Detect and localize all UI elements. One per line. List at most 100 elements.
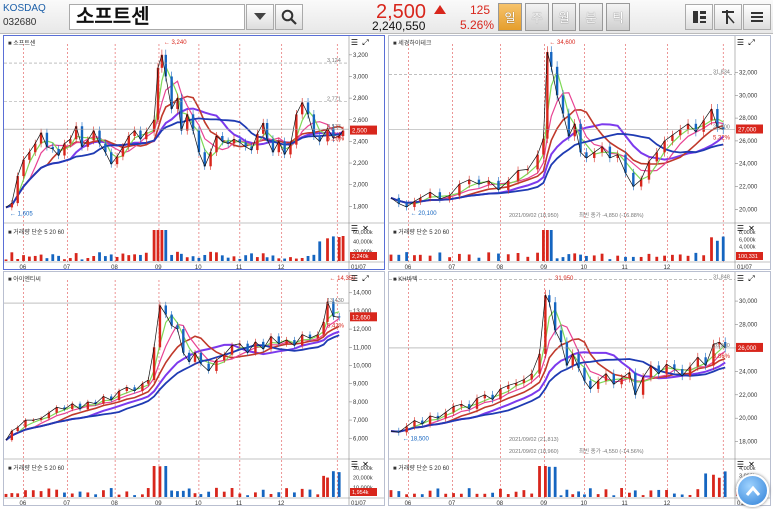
menu-icon[interactable]: ☰ — [350, 224, 359, 233]
scroll-top-button[interactable] — [736, 474, 769, 507]
volume-bar — [583, 494, 586, 497]
candle — [544, 295, 547, 354]
price-line — [5, 54, 344, 208]
candle — [94, 401, 97, 404]
volume-bar — [176, 491, 179, 497]
ma-line-long — [5, 330, 340, 441]
price-chart[interactable]: 14,000 13,000 12,000 11,000 10,000 9,000 8,000… — [4, 272, 385, 506]
expand-icon[interactable]: ⤢ — [362, 274, 369, 283]
expand-icon[interactable]: ⤢ — [748, 274, 755, 283]
candle — [326, 301, 329, 322]
volume-bar — [63, 259, 66, 261]
ma-line-short — [390, 92, 724, 204]
candle — [483, 394, 487, 399]
volume-bar — [331, 471, 335, 497]
candle — [182, 329, 185, 353]
chart-panel-4[interactable]: 30,000 28,000 26,000 24,000 22,000 20,000 18,0… — [388, 271, 771, 506]
candle — [238, 139, 242, 143]
candle — [244, 142, 247, 147]
y-tick-label: 3,000 — [353, 74, 369, 80]
candle — [421, 420, 424, 425]
menu-icon[interactable]: ☰ — [736, 224, 745, 233]
volume-bar — [238, 493, 242, 497]
menu-icon[interactable]: ☰ — [736, 274, 745, 283]
menu-icon[interactable]: ☰ — [736, 38, 745, 47]
candle — [39, 132, 43, 144]
price-chart[interactable]: 32,000 30,000 28,000 26,000 24,000 22,000 20,0… — [389, 36, 771, 270]
volume-bar — [187, 488, 191, 497]
drawing-tools-button[interactable] — [714, 4, 742, 30]
volume-bar — [530, 493, 534, 497]
volume-tick-label: 8,000k — [739, 230, 756, 236]
month-label: 10 — [195, 501, 202, 506]
stock-header: KOSDAQ 032680 소프트센 2,500 2,240,550 125 5… — [0, 0, 773, 34]
current-price-box — [736, 124, 763, 134]
y-tick-label: 30,000 — [739, 299, 758, 305]
expand-icon[interactable]: ⤢ — [362, 38, 369, 47]
month-label: 01/07 — [351, 501, 367, 506]
volume-bar — [283, 258, 287, 261]
volume-value-label: 2,240k — [352, 254, 369, 260]
volume-bar — [226, 257, 230, 261]
chart-panel-1[interactable]: 3,200 3,000 2,800 2,600 2,400 2,200 2,000 1,800… — [3, 35, 385, 270]
candle — [338, 135, 341, 139]
volume-tick-label: 60,000k — [353, 230, 373, 236]
current-price-box-label: 26,000 — [738, 346, 757, 352]
candle — [438, 192, 442, 200]
candle — [24, 420, 27, 428]
menu-icon[interactable]: ☰ — [350, 460, 359, 469]
price-chart[interactable]: 3,200 3,000 2,800 2,600 2,400 2,200 2,000 1,800… — [4, 36, 385, 270]
tab-week[interactable]: 주 — [525, 3, 549, 31]
candle — [139, 130, 142, 140]
volume-bar — [522, 490, 526, 497]
expand-icon[interactable]: ⤢ — [748, 38, 755, 47]
y-tick-label: 10,000 — [353, 364, 372, 370]
candle — [332, 128, 335, 139]
search-button[interactable] — [275, 4, 303, 30]
change-rate-label: 5.26% — [327, 137, 345, 143]
tab-month[interactable]: 월 — [552, 3, 576, 31]
up-arrow-icon — [434, 5, 446, 14]
stock-name-field[interactable]: 소프트센 — [69, 4, 245, 30]
candle — [295, 114, 298, 145]
close-icon[interactable]: ✕ — [748, 460, 755, 469]
menu-button[interactable] — [743, 4, 771, 30]
chart-panel-2[interactable]: 32,000 30,000 28,000 26,000 24,000 22,000 20,0… — [388, 35, 771, 270]
chart-panel-3[interactable]: 14,000 13,000 12,000 11,000 10,000 9,000 8,000… — [3, 271, 385, 506]
candle — [271, 139, 275, 153]
tab-day[interactable]: 일 — [498, 3, 522, 31]
y-tick-label: 28,000 — [739, 323, 758, 329]
stock-dropdown-button[interactable] — [246, 4, 274, 30]
volume-bar — [542, 230, 545, 261]
close-icon[interactable]: ✕ — [362, 460, 369, 469]
close-icon[interactable]: ✕ — [748, 224, 755, 233]
candle — [133, 130, 136, 136]
candle — [312, 114, 316, 136]
volume-bar — [577, 491, 581, 497]
menu-icon[interactable]: ☰ — [350, 274, 359, 283]
candle — [86, 401, 90, 410]
candle — [688, 366, 692, 377]
menu-icon[interactable]: ☰ — [736, 460, 745, 469]
candle — [10, 430, 14, 441]
close-icon[interactable]: ✕ — [362, 224, 369, 233]
tab-minute[interactable]: 분 — [579, 3, 603, 31]
volume-bar — [127, 255, 131, 261]
candle — [69, 139, 72, 144]
month-label: 08 — [111, 265, 118, 270]
volume-bar — [696, 489, 700, 497]
candle — [300, 102, 304, 115]
candle — [28, 152, 31, 160]
y-tick-label: 11,000 — [353, 345, 372, 351]
volume-bar — [555, 258, 559, 261]
layout-button[interactable] — [685, 4, 713, 30]
candle — [436, 415, 440, 419]
menu-icon[interactable]: ☰ — [350, 38, 359, 47]
tab-tick[interactable]: 틱 — [606, 3, 630, 31]
panel-title: ■ 소프트센 — [8, 41, 36, 47]
volume-bar — [250, 253, 253, 261]
volume-bar — [663, 255, 666, 261]
candle — [230, 345, 234, 355]
month-label: 11 — [236, 265, 243, 270]
candle — [152, 119, 156, 132]
